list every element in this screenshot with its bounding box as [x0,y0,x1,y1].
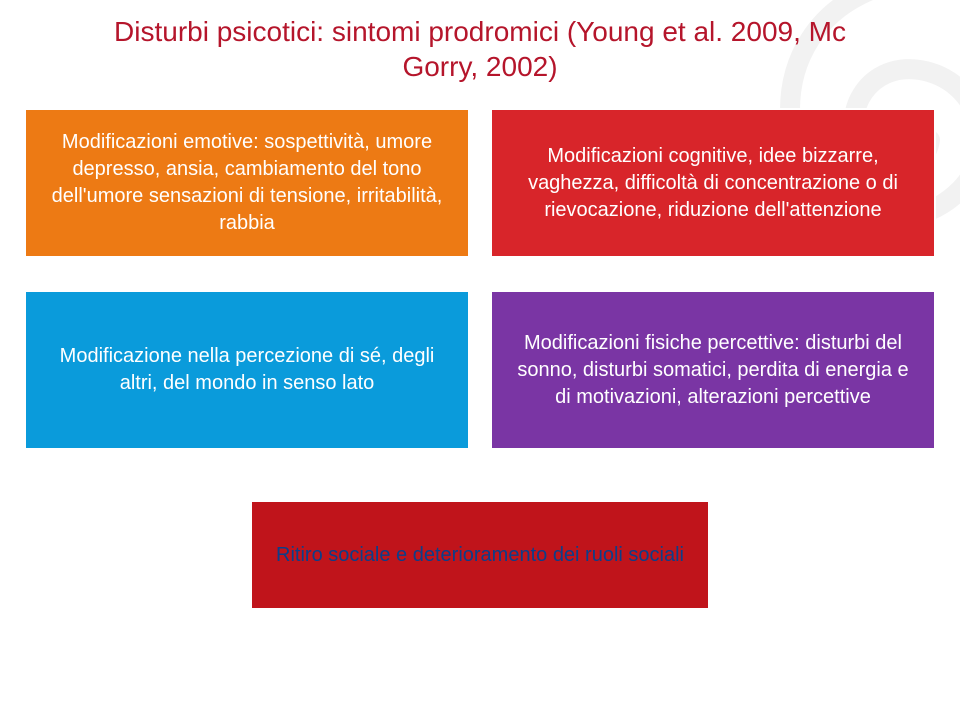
title-line-1: Disturbi psicotici: sintomi prodromici (… [0,14,960,49]
slide-title: Disturbi psicotici: sintomi prodromici (… [0,14,960,84]
row-middle: Modificazione nella percezione di sé, de… [24,290,936,450]
row-top: Modificazioni emotive: sospettività, umo… [24,108,936,258]
row-bottom: Ritiro sociale e deterioramento dei ruol… [24,500,936,610]
box-fisiche-text: Modificazioni fisiche percettive: distur… [510,330,916,411]
title-line-2: Gorry, 2002) [0,49,960,84]
box-fisiche: Modificazioni fisiche percettive: distur… [490,290,936,450]
box-ritiro-text: Ritiro sociale e deterioramento dei ruol… [276,542,684,569]
box-emotive-text: Modificazioni emotive: sospettività, umo… [44,129,450,237]
box-percezione-text: Modificazione nella percezione di sé, de… [44,343,450,397]
box-cognitive-text: Modificazioni cognitive, idee bizzarre, … [510,143,916,224]
box-ritiro: Ritiro sociale e deterioramento dei ruol… [250,500,710,610]
box-percezione: Modificazione nella percezione di sé, de… [24,290,470,450]
box-cognitive: Modificazioni cognitive, idee bizzarre, … [490,108,936,258]
box-emotive: Modificazioni emotive: sospettività, umo… [24,108,470,258]
